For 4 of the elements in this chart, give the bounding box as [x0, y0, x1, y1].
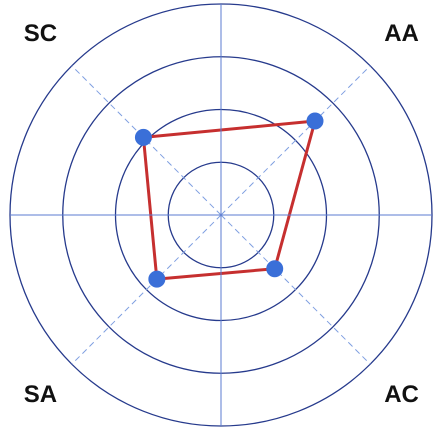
spoke-label: SC — [24, 20, 58, 48]
spoke-label: AC — [384, 381, 419, 408]
spoke-label: AA — [384, 20, 419, 48]
spoke-label: SA — [24, 381, 58, 408]
